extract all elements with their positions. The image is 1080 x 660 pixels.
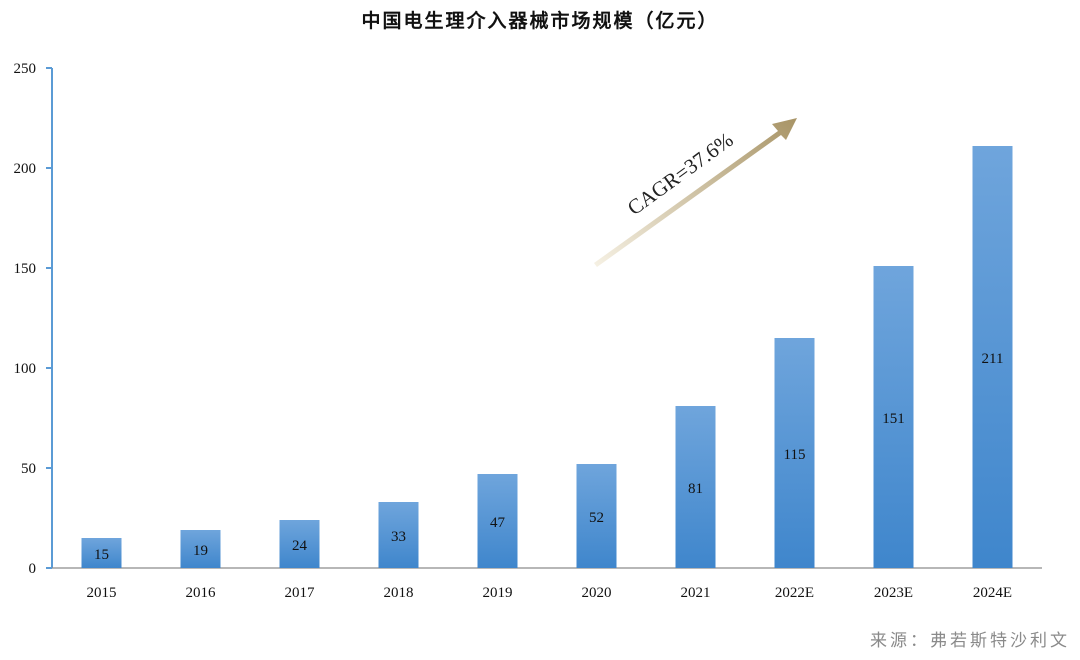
y-tick-label: 150 <box>14 261 37 277</box>
y-tick-label: 200 <box>14 161 37 177</box>
bar <box>873 266 914 568</box>
x-tick-label: 2015 <box>87 585 117 601</box>
bar <box>774 338 815 568</box>
chart-title: 中国电生理介入器械市场规模（亿元） <box>361 10 719 32</box>
bar <box>477 474 518 568</box>
y-tick-label: 100 <box>14 361 37 377</box>
data-label: 19 <box>193 543 208 559</box>
x-tick-label: 2021 <box>681 585 711 601</box>
x-tick-label: 2020 <box>582 585 612 601</box>
bar <box>279 520 320 568</box>
bar <box>576 464 617 568</box>
bar <box>972 146 1013 568</box>
data-label: 211 <box>982 351 1004 367</box>
x-tick-label: 2019 <box>483 585 513 601</box>
y-tick-label: 0 <box>29 561 37 577</box>
data-label: 24 <box>292 538 308 554</box>
x-tick-label: 2022E <box>775 585 814 601</box>
data-label: 81 <box>688 481 703 497</box>
data-label: 115 <box>784 447 806 463</box>
bar <box>81 538 122 568</box>
x-tick-label: 2018 <box>384 585 414 601</box>
data-label: 33 <box>391 529 406 545</box>
x-tick-label: 2024E <box>973 585 1012 601</box>
bar <box>180 530 221 568</box>
data-label: 151 <box>882 411 905 427</box>
y-tick-label: 50 <box>21 461 36 477</box>
source-note: 来源：弗若斯特沙利文 <box>870 631 1070 651</box>
cagr-annotation: CAGR=37.6% <box>594 118 797 267</box>
bar <box>378 502 419 568</box>
x-tick-label: 2016 <box>186 585 217 601</box>
bar <box>675 406 716 568</box>
y-tick-label: 250 <box>14 61 37 77</box>
data-label: 15 <box>94 547 109 563</box>
x-tick-label: 2017 <box>285 585 316 601</box>
x-tick-label: 2023E <box>874 585 913 601</box>
data-label: 52 <box>589 510 604 526</box>
data-label: 47 <box>490 515 506 531</box>
cagr-arrow <box>594 118 797 267</box>
